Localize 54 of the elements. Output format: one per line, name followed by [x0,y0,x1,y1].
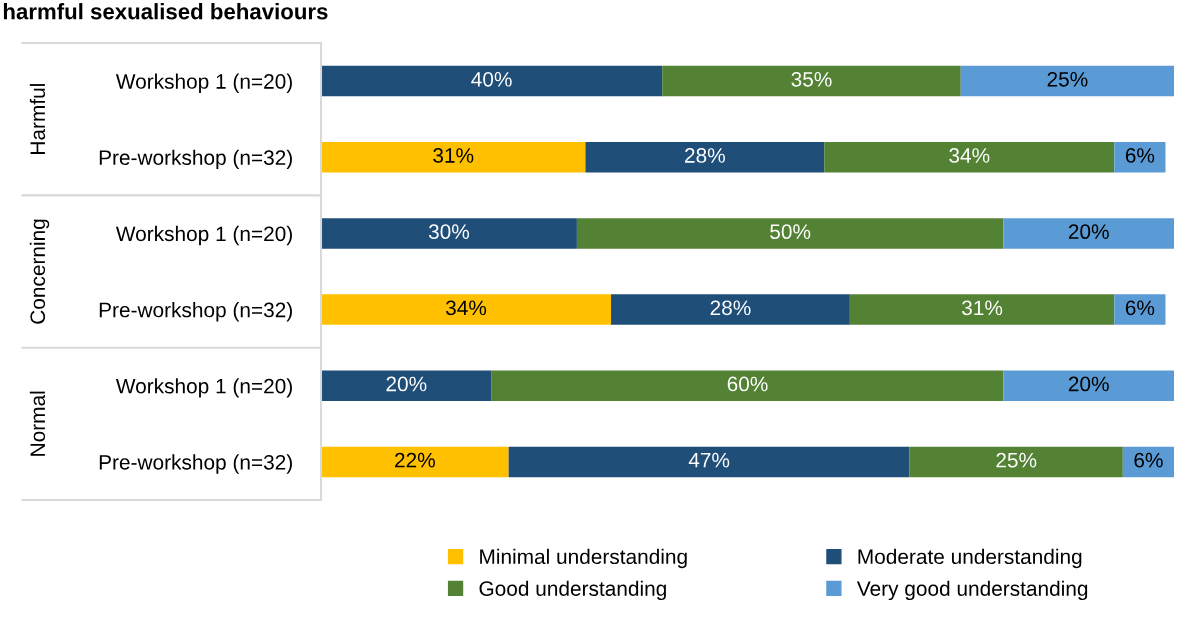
bar [321,65,663,97]
data-label: 6% [1125,300,1155,316]
bar [824,142,1115,173]
bar [321,218,577,249]
bar [1114,294,1166,325]
data-label: 25% [996,452,1037,468]
bar [1003,370,1174,401]
data-label: 20% [1068,376,1109,392]
legend-label: Good understanding [479,580,666,601]
legend-label: Very good understanding [856,580,1088,601]
bar [321,294,612,325]
text: Normal [29,391,46,456]
data-label: 25% [1047,71,1088,87]
bar [662,65,961,97]
y-tick-label: Workshop 1 (n=20) [115,73,292,93]
bar [849,294,1115,325]
chart-title: harmful sexualised behaviours [3,3,328,20]
y-tick-label: Pre-workshop (n=32) [99,454,292,474]
data-label: 31% [962,300,1003,316]
text: Concerning [29,219,50,324]
data-label: 60% [727,376,768,392]
data-label: 28% [710,300,751,316]
y-tick-label: Workshop 1 (n=20) [115,225,292,246]
y-tick-label: Pre-workshop (n=32) [99,149,292,170]
y-tick-label: Pre-workshop (n=32) [99,302,292,322]
text: Harmful [29,84,46,154]
bar [491,370,1004,401]
data-label: 34% [949,148,990,163]
data-label: 30% [428,224,470,240]
data-label: 34% [445,300,487,316]
bar [909,446,1123,478]
bar [321,370,492,401]
bar [508,446,910,478]
data-label: 28% [685,148,725,163]
data-label: 50% [770,224,811,240]
bar [321,142,586,173]
data-label: 40% [471,71,512,87]
legend-label: Minimal understanding [480,548,687,569]
data-label: 22% [395,452,435,468]
bar [576,218,1004,249]
data-label: 6% [1134,452,1163,468]
bar [960,65,1174,97]
legend-label: Moderate understanding [858,548,1082,569]
bar [1003,218,1174,249]
data-label: 6% [1125,148,1155,163]
data-label: 31% [433,148,474,163]
data-label: 20% [1068,224,1109,240]
data-label: 35% [791,71,832,87]
data-label: 20% [386,376,427,392]
bar [321,446,509,478]
y-tick-label: Workshop 1 (n=20) [115,378,292,398]
bar [611,294,850,325]
bar [585,142,825,173]
data-label: 47% [688,452,730,468]
